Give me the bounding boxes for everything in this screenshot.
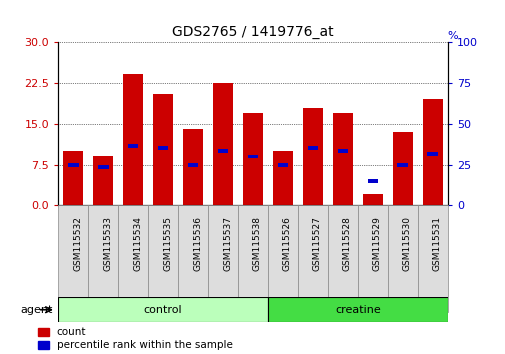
Text: control: control [143, 305, 182, 315]
FancyBboxPatch shape [297, 205, 327, 312]
Text: creatine: creatine [334, 305, 380, 315]
Bar [332, 113, 352, 205]
Text: GSM115538: GSM115538 [252, 216, 262, 271]
Bar [127, 144, 138, 148]
Legend: count, percentile rank within the sample: count, percentile rank within the sample [38, 327, 232, 350]
Text: GSM115529: GSM115529 [372, 216, 381, 271]
Text: GSM115531: GSM115531 [432, 216, 441, 271]
Bar [153, 94, 173, 205]
Bar [302, 108, 322, 205]
Bar [427, 152, 437, 156]
Text: GSM115527: GSM115527 [312, 216, 321, 271]
Text: GSM115528: GSM115528 [342, 216, 351, 271]
Bar [367, 179, 378, 183]
Bar [183, 129, 203, 205]
Bar [213, 83, 232, 205]
Text: GSM115532: GSM115532 [73, 216, 82, 271]
Text: GSM115526: GSM115526 [282, 216, 291, 271]
Text: agent: agent [21, 305, 53, 315]
FancyBboxPatch shape [237, 205, 268, 312]
FancyBboxPatch shape [357, 205, 387, 312]
FancyBboxPatch shape [118, 205, 148, 312]
FancyBboxPatch shape [88, 205, 118, 312]
Bar [123, 74, 142, 205]
Bar [217, 149, 228, 153]
Bar [247, 155, 258, 158]
Text: GSM115533: GSM115533 [103, 216, 112, 271]
FancyBboxPatch shape [208, 205, 237, 312]
Bar [93, 156, 113, 205]
Text: GSM115537: GSM115537 [223, 216, 232, 271]
Bar [158, 147, 168, 150]
Bar [187, 163, 198, 166]
Bar [273, 151, 292, 205]
Bar [63, 151, 83, 205]
Bar [422, 99, 442, 205]
Bar [363, 194, 382, 205]
FancyBboxPatch shape [268, 205, 297, 312]
Text: GSM115534: GSM115534 [133, 216, 142, 271]
FancyBboxPatch shape [178, 205, 208, 312]
Bar [68, 163, 78, 166]
FancyBboxPatch shape [58, 297, 268, 322]
Bar [97, 165, 108, 169]
Text: GDS2765 / 1419776_at: GDS2765 / 1419776_at [172, 25, 333, 39]
FancyBboxPatch shape [148, 205, 178, 312]
Bar [337, 149, 347, 153]
FancyBboxPatch shape [387, 205, 417, 312]
FancyBboxPatch shape [417, 205, 447, 312]
Text: %: % [447, 31, 458, 41]
Bar [392, 132, 412, 205]
FancyBboxPatch shape [268, 297, 447, 322]
Text: GSM115530: GSM115530 [402, 216, 411, 271]
FancyBboxPatch shape [327, 205, 357, 312]
Text: GSM115535: GSM115535 [163, 216, 172, 271]
FancyBboxPatch shape [58, 205, 88, 312]
Bar [397, 163, 408, 166]
Bar [277, 163, 288, 166]
Text: GSM115536: GSM115536 [193, 216, 201, 271]
Bar [307, 147, 318, 150]
Bar [243, 113, 262, 205]
